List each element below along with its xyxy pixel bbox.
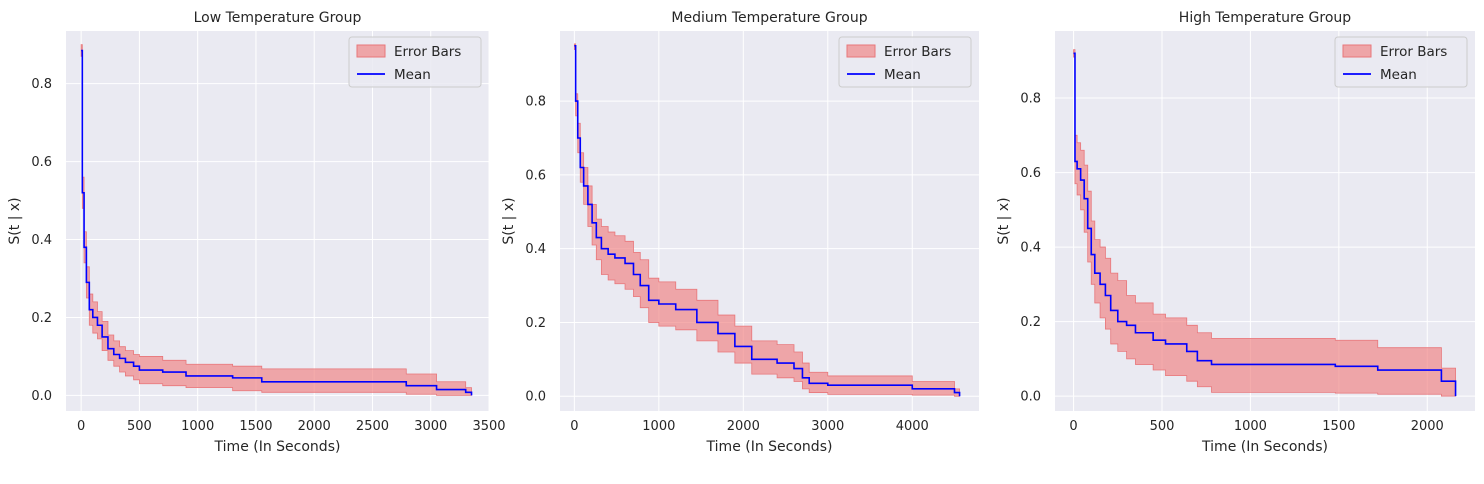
mean-line (574, 44, 961, 397)
legend-label-mean: Mean (394, 67, 431, 83)
legend-swatch-error-bars (1342, 44, 1372, 58)
y-tick-label: 0.6 (1020, 166, 1041, 181)
x-tick-label: 0 (570, 419, 578, 434)
y-tick-label: 0.6 (31, 155, 52, 170)
y-tick-label: 0.8 (1020, 92, 1041, 107)
x-tick-label: 2000 (727, 419, 760, 434)
x-tick-label: 500 (1150, 419, 1175, 434)
x-tick-label: 500 (127, 419, 152, 434)
legend-swatch-error-bars (846, 44, 876, 58)
legend-label-mean: Mean (884, 67, 921, 83)
panel-low: 0 500 1000 1500 2000 2500 3000 3500 0.0 0.2 0.4 0.6… (7, 10, 506, 455)
x-tick-label: 3000 (414, 419, 447, 434)
x-tick-label: 0 (1069, 419, 1077, 434)
y-tick-label: 0.4 (1020, 241, 1041, 256)
x-axis-label: Time (In Seconds) (1201, 439, 1328, 455)
panel-high: 0 500 1000 1500 2000 0.0 0.2 0.4 0.6 0.8 High Temp… (996, 10, 1475, 455)
y-axis-label: S(t | x) (996, 197, 1012, 244)
x-tick-label: 4000 (896, 419, 929, 434)
x-tick-label: 1000 (181, 419, 214, 434)
x-axis-label: Time (In Seconds) (706, 439, 833, 455)
y-tick-label: 0.2 (1020, 315, 1041, 330)
y-tick-label: 0.2 (525, 316, 546, 331)
x-tick-label: 2000 (1411, 419, 1444, 434)
legend-swatch-error-bars (356, 44, 386, 58)
y-tick-label: 0.4 (31, 233, 52, 248)
x-tick-label: 2500 (356, 419, 389, 434)
legend-label-mean: Mean (1380, 67, 1417, 83)
legend-label-error-bars: Error Bars (1380, 44, 1447, 60)
x-tick-label: 2000 (298, 419, 331, 434)
chart-title: High Temperature Group (1179, 10, 1351, 26)
y-tick-label: 0.8 (31, 77, 52, 92)
x-tick-label: 1000 (642, 419, 675, 434)
chart-title: Low Temperature Group (194, 10, 362, 26)
x-tick-label: 1000 (1234, 419, 1267, 434)
mean-line (1073, 52, 1457, 397)
x-tick-label: 3500 (472, 419, 505, 434)
legend-label-error-bars: Error Bars (884, 44, 951, 60)
y-tick-label: 0.0 (525, 390, 546, 405)
y-tick-label: 0.4 (525, 242, 546, 257)
y-tick-label: 0.0 (1020, 390, 1041, 405)
legend-label-error-bars: Error Bars (394, 44, 461, 60)
panel-medium: 0 1000 2000 3000 4000 0.0 0.2 0.4 0.6 0.8 Medium T… (501, 10, 979, 455)
x-axis-label: Time (In Seconds) (214, 439, 341, 455)
x-tick-label: 3000 (811, 419, 844, 434)
y-axis-label: S(t | x) (7, 197, 23, 244)
x-tick-label: 1500 (1322, 419, 1355, 434)
chart-title: Medium Temperature Group (671, 10, 867, 26)
x-tick-label: 0 (77, 419, 85, 434)
plot-area (66, 31, 489, 411)
y-tick-label: 0.0 (31, 389, 52, 404)
y-tick-label: 0.8 (525, 95, 546, 110)
y-tick-label: 0.2 (31, 311, 52, 326)
mean-line (81, 49, 473, 396)
x-tick-label: 1500 (239, 419, 272, 434)
y-tick-label: 0.6 (525, 168, 546, 183)
y-axis-label: S(t | x) (501, 197, 517, 244)
